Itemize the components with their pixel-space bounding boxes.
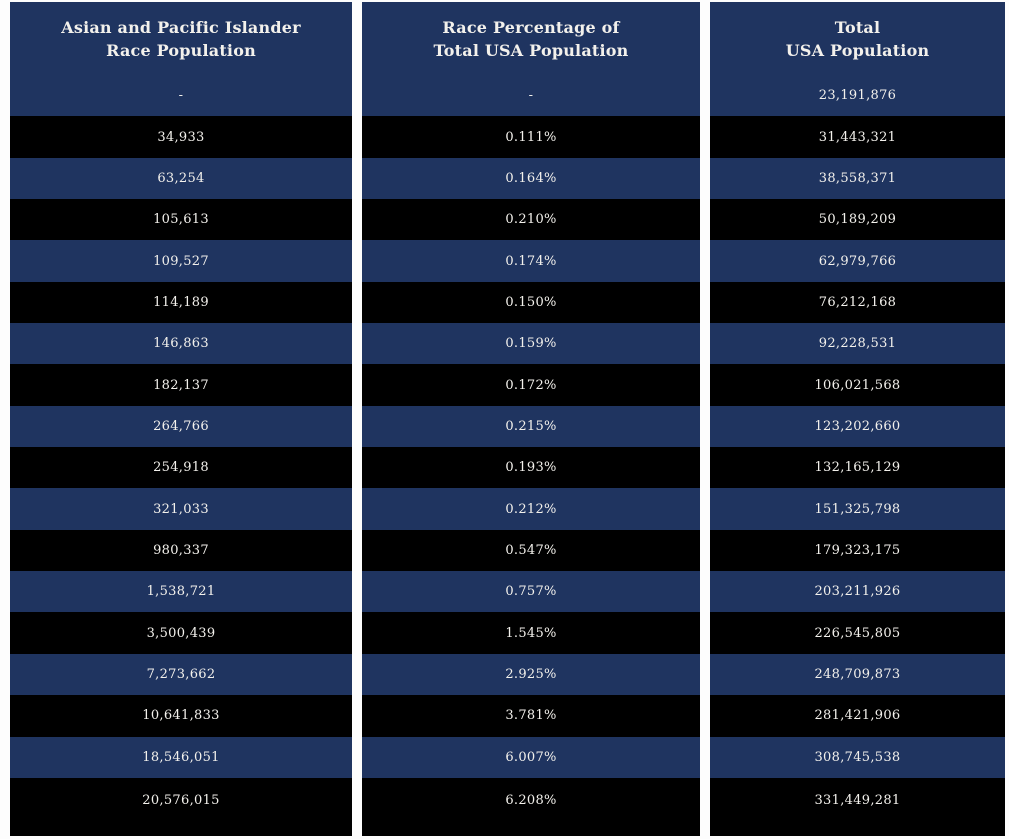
table-cell: -: [10, 75, 352, 117]
table-cell: 6.007%: [362, 736, 700, 778]
table-cell: 980,337: [10, 529, 352, 572]
table-cell: 226,545,805: [710, 612, 1005, 654]
table-cell: 331,449,281: [710, 777, 1005, 836]
table-cell: 264,766: [10, 405, 352, 448]
table-cell: 0.164%: [362, 157, 700, 200]
table-cell: 1,538,721: [10, 571, 352, 613]
column-header-line1: Asian and Pacific Islander: [61, 17, 301, 37]
table-cell: 50,189,209: [710, 199, 1005, 241]
table-cell: 109,527: [10, 240, 352, 282]
table-cell: 3,500,439: [10, 612, 352, 654]
column-header-line2: USA Population: [785, 40, 930, 60]
table-cell: 146,863: [10, 323, 352, 365]
table-cell: 182,137: [10, 364, 352, 406]
table-cell: 179,323,175: [710, 529, 1005, 572]
table-cell: 1.545%: [362, 612, 700, 654]
table-cell: 0.172%: [362, 364, 700, 406]
table-cell: 308,745,538: [710, 736, 1005, 778]
table-cell: 248,709,873: [710, 653, 1005, 696]
table-cell: 7,273,662: [10, 653, 352, 696]
population-table: Asian and Pacific Islander Race Populati…: [10, 2, 1005, 836]
table-cell: 10,641,833: [10, 695, 352, 737]
table-cell: 23,191,876: [710, 75, 1005, 117]
table-cell: 105,613: [10, 199, 352, 241]
table-column-race-percentage: Race Percentage of Total USA Population …: [362, 2, 700, 836]
table-cell: 254,918: [10, 447, 352, 489]
table-column-total-usa-population: Total USA Population 23,191,876 31,443,32…: [710, 2, 1005, 836]
table-cell: 0.757%: [362, 571, 700, 613]
table-cell: 31,443,321: [710, 116, 1005, 158]
table-cell: 321,033: [10, 488, 352, 530]
table-cell: 20,576,015: [10, 777, 352, 836]
table-cell: 0.159%: [362, 323, 700, 365]
column-header-line2: Race Population: [106, 40, 256, 60]
table-cell: 132,165,129: [710, 447, 1005, 489]
table-cell: 0.547%: [362, 529, 700, 572]
table-cell: 0.193%: [362, 447, 700, 489]
table-cell: 92,228,531: [710, 323, 1005, 365]
column-header-api-race-population: Asian and Pacific Islander Race Populati…: [10, 2, 352, 75]
table-cell: 0.111%: [362, 116, 700, 158]
column-header-line2: Total USA Population: [433, 40, 629, 60]
table-cell: 38,558,371: [710, 157, 1005, 200]
table-cell: 281,421,906: [710, 695, 1005, 737]
table-cell: 76,212,168: [710, 281, 1005, 324]
table-cell: 0.174%: [362, 240, 700, 282]
table-column-api-race-population: Asian and Pacific Islander Race Populati…: [10, 2, 352, 836]
table-cell: -: [362, 75, 700, 117]
table-cell: 0.210%: [362, 199, 700, 241]
table-cell: 2.925%: [362, 653, 700, 696]
column-header-line1: Total: [834, 17, 881, 37]
table-cell: 0.215%: [362, 405, 700, 448]
table-cell: 151,325,798: [710, 488, 1005, 530]
table-cell: 106,021,568: [710, 364, 1005, 406]
table-cell: 3.781%: [362, 695, 700, 737]
table-cell: 6.208%: [362, 777, 700, 836]
table-cell: 18,546,051: [10, 736, 352, 778]
column-header-race-percentage: Race Percentage of Total USA Population: [362, 2, 700, 75]
column-header-line1: Race Percentage of: [442, 17, 620, 37]
table-cell: 63,254: [10, 157, 352, 200]
table-cell: 0.150%: [362, 281, 700, 324]
table-cell: 0.212%: [362, 488, 700, 530]
table-cell: 114,189: [10, 281, 352, 324]
table-cell: 203,211,926: [710, 571, 1005, 613]
table-cell: 123,202,660: [710, 405, 1005, 448]
table-cell: 62,979,766: [710, 240, 1005, 282]
column-header-total-usa-population: Total USA Population: [710, 2, 1005, 75]
table-cell: 34,933: [10, 116, 352, 158]
